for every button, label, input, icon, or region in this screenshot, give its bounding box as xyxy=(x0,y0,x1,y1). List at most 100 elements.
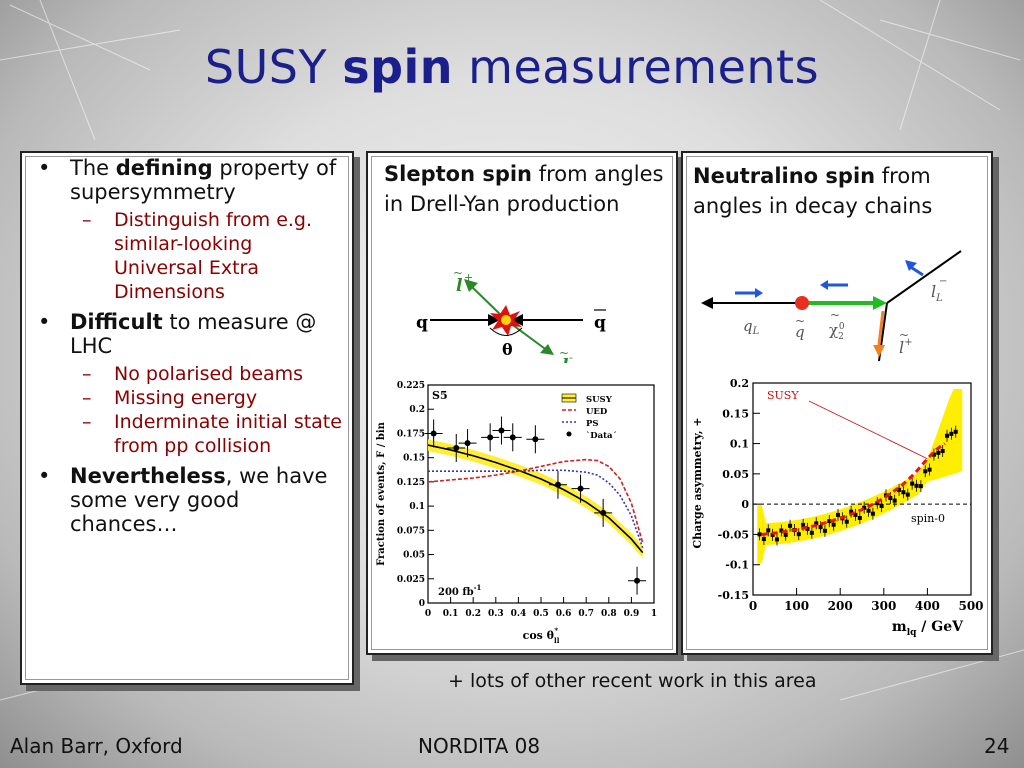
y-tick-label: 0.1 xyxy=(409,502,425,512)
data-point xyxy=(927,467,932,472)
neutralino-panel: Neutralino spin from angles in decay cha… xyxy=(681,151,993,655)
svg-text:~: ~ xyxy=(899,328,909,342)
data-point xyxy=(554,481,561,488)
data-point xyxy=(809,530,814,535)
charge-asymmetry-chart: -0.15 -0.1 -0.05 0 0.05 0.1 0.15 0.2 0 100 200 300 4… xyxy=(691,377,984,638)
svg-text:+: + xyxy=(464,271,473,284)
lminus-label: l xyxy=(562,356,569,363)
y-tick-label: 0.15 xyxy=(403,454,425,464)
decay-chain-diagram: qL q ~ χ20 ~ lL − l+ ~ xyxy=(701,250,962,362)
data-point xyxy=(892,498,897,503)
susy-label: SUSY xyxy=(767,389,799,402)
theta-label: θ xyxy=(502,340,513,359)
x-tick-label: 300 xyxy=(871,599,896,613)
data-point xyxy=(801,522,806,527)
data-point xyxy=(918,484,923,489)
svg-text:−: − xyxy=(939,276,947,287)
data-point xyxy=(430,430,437,437)
y-tick-label: 0.025 xyxy=(397,575,425,585)
data-point xyxy=(862,505,867,510)
y-axis-label: Charge asymmetry, + xyxy=(691,417,704,548)
data-point xyxy=(910,481,915,486)
data-point xyxy=(905,492,910,497)
sub-bullet-item: – Inderminate initial state from pp colli… xyxy=(82,411,342,457)
sub-bullet-item: – Distinguish from e.g. similar-looking U… xyxy=(82,209,313,303)
data-point xyxy=(600,509,607,516)
x-tick-label: 500 xyxy=(958,599,983,613)
data-point xyxy=(888,496,893,501)
legend-entry: PS xyxy=(586,419,599,429)
data-point xyxy=(940,449,945,454)
data-point xyxy=(634,577,641,584)
data-point xyxy=(532,436,539,443)
data-point xyxy=(498,427,505,434)
plot-frame xyxy=(752,382,972,596)
y-tick-label: 0.225 xyxy=(397,381,425,391)
x-tick-label: 0.1 xyxy=(443,609,459,619)
sub-bullet-item: – No polarised beams xyxy=(82,363,304,385)
slepton-panel: Slepton spin from angles in Drell-Yan pr… xyxy=(366,151,678,655)
slide-title: SUSY spin measurements xyxy=(204,40,820,94)
x-tick-label: 0.9 xyxy=(624,609,640,619)
data-point xyxy=(818,525,823,530)
y-tick-label: -0.05 xyxy=(718,528,749,541)
svg-text:~: ~ xyxy=(795,314,805,328)
data-point xyxy=(774,537,779,542)
svg-text:~: ~ xyxy=(453,266,463,280)
lplus-label-right: l+ xyxy=(899,337,913,357)
susy-line xyxy=(427,444,644,554)
x-tick-label: 0.5 xyxy=(533,609,549,619)
susy-fit-line xyxy=(761,442,946,536)
q-right-label: q xyxy=(594,313,606,333)
x-tick-label: 0.2 xyxy=(465,609,481,619)
svg-text:-: - xyxy=(569,351,573,363)
data-point xyxy=(814,521,819,526)
data-point xyxy=(879,504,884,509)
y-tick-label: 0 xyxy=(419,599,425,609)
data-point xyxy=(779,528,784,533)
footnote: + lots of other recent work in this area xyxy=(448,670,817,692)
qL-label: qL xyxy=(743,317,760,337)
neutralino-text: Neutralino spin from angles in decay cha… xyxy=(693,164,933,218)
sub-bullet-item: – Missing energy xyxy=(82,387,258,409)
x-tick-label: 400 xyxy=(915,599,940,613)
y-tick-label: 0.125 xyxy=(397,478,425,488)
bullet-item: • The defining property of supersymmetry –… xyxy=(32,156,342,304)
x-axis-label: mlq / GeV xyxy=(892,619,964,638)
data-point xyxy=(761,537,766,542)
x-axis-label: cos θll* xyxy=(523,626,560,645)
y-tick-label: -0.1 xyxy=(725,559,749,572)
error-band xyxy=(757,389,963,564)
bullet-list: • The defining property of supersymmetry –… xyxy=(32,156,342,542)
lL-label: lL xyxy=(931,282,943,304)
y-tick-label: 0.05 xyxy=(722,468,749,481)
x-tick-label: 0 xyxy=(425,609,431,619)
x-tick-label: 0.3 xyxy=(488,609,504,619)
squark-label: q xyxy=(795,323,805,341)
x-tick-label: 0.8 xyxy=(601,609,617,619)
data-point xyxy=(453,444,460,451)
slepton-text: Slepton spin from angles in Drell-Yan pr… xyxy=(384,162,664,216)
panel-label: S5 xyxy=(432,389,448,402)
svg-text:~: ~ xyxy=(559,346,569,360)
bullet-panel: • The defining property of supersymmetry –… xyxy=(20,151,354,685)
x-tick-label: 0 xyxy=(749,599,757,613)
data-point xyxy=(836,512,841,517)
cos-theta-chart: 0 0.025 0.05 0.075 0.1 0.125 0.15 0.175 0.2 0.225… xyxy=(376,381,657,645)
data-point xyxy=(788,523,793,528)
data-point xyxy=(949,431,954,436)
legend-entry: SUSY xyxy=(586,395,613,405)
y-tick-label: 0 xyxy=(741,498,749,511)
footer-author: Alan Barr, Oxford xyxy=(10,734,183,758)
data-point xyxy=(870,511,875,516)
lumi-label: 200 fb-1 xyxy=(438,583,482,598)
data-point xyxy=(577,485,584,492)
data-point xyxy=(866,508,871,513)
data-point xyxy=(827,519,832,524)
x-tick-label: 1 xyxy=(651,609,657,619)
y-tick-label: 0.2 xyxy=(409,405,425,415)
ps-line xyxy=(428,469,644,549)
y-axis-label: Fraction of events, F / bin xyxy=(376,421,387,566)
data-point xyxy=(923,469,928,474)
data-point xyxy=(953,429,958,434)
